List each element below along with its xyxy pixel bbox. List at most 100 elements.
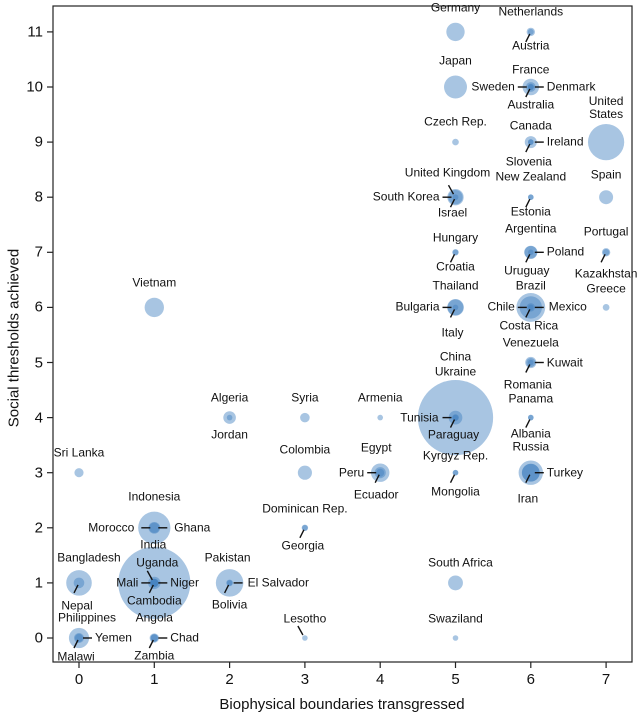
country-label: Thailand <box>432 278 479 293</box>
x-tick-label: 3 <box>300 671 310 688</box>
bubble-romania <box>526 357 536 368</box>
country-label: New Zealand <box>495 169 567 184</box>
bubble-canada <box>524 136 537 149</box>
country-label: Uganda <box>136 555 179 570</box>
country-label: Netherlands <box>498 4 564 19</box>
bubble-italy <box>447 299 464 316</box>
bubble-united-states <box>587 123 625 161</box>
leader-line <box>146 570 153 581</box>
country-label: Iran <box>517 491 539 506</box>
y-axis-title: Social thresholds achieved <box>5 248 23 428</box>
bubble-france <box>522 78 540 96</box>
bubble-kuwait <box>528 359 534 366</box>
bubble-angola <box>149 633 159 643</box>
country-label: Kyrgyz Rep. <box>422 448 489 463</box>
leader-line <box>449 198 456 208</box>
bubble-netherlands <box>526 27 536 37</box>
country-label: Dominican Rep. <box>262 501 348 516</box>
bubble-south-africa <box>448 575 463 591</box>
country-label: Greece <box>586 281 626 296</box>
country-label: Egypt <box>360 440 392 455</box>
bubble-south-korea <box>448 189 463 205</box>
bubble-germany <box>446 22 465 42</box>
country-label: Swaziland <box>428 611 483 626</box>
y-tick-label: 7 <box>34 243 43 261</box>
y-tick-label: 5 <box>34 354 43 371</box>
bubble-portugal <box>602 248 610 256</box>
leader-line <box>447 184 455 195</box>
bubble-sri-lanka <box>74 468 84 478</box>
bubble-algeria <box>223 411 236 424</box>
bubble-indonesia <box>138 511 171 544</box>
country-label: Spain <box>590 167 622 182</box>
country-label: Cambodia <box>126 593 182 608</box>
bubble-bolivia <box>226 579 233 587</box>
leader-line <box>525 198 531 208</box>
bubble-lesotho <box>302 635 308 641</box>
country-label: Panama <box>508 391 554 406</box>
bubble-mali <box>150 578 159 587</box>
country-label: Bangladesh <box>57 550 121 565</box>
country-label: Sweden <box>471 79 515 94</box>
bubble-spain <box>599 190 614 205</box>
country-label: Slovenia <box>505 154 552 169</box>
bubble-poland <box>524 246 538 259</box>
leader-line <box>525 253 531 263</box>
bubble-uruguay <box>528 249 534 256</box>
country-label: Portugal <box>583 224 629 239</box>
country-label: France <box>512 62 550 77</box>
bubble-uganda <box>148 576 161 590</box>
country-label: Israel <box>437 205 468 220</box>
bubble-brazil <box>516 292 546 322</box>
y-tick-label: 2 <box>34 519 43 537</box>
bubble-yemen <box>74 633 84 643</box>
country-label: Chile <box>487 299 515 314</box>
leader-line <box>148 639 154 649</box>
leader-line <box>73 639 79 649</box>
leader-line <box>297 625 304 636</box>
bubble-panama <box>528 414 534 421</box>
x-axis-title: Biophysical boundaries transgressed <box>219 696 465 713</box>
bubble-ireland <box>528 139 534 145</box>
leader-line <box>223 584 230 594</box>
country-label: Angola <box>135 610 173 625</box>
country-label: Morocco <box>88 520 135 535</box>
country-label: Syria <box>291 390 319 405</box>
country-label: Ukraine <box>434 364 477 379</box>
bubble-ghana <box>149 522 160 534</box>
country-label: Georgia <box>281 538 325 553</box>
bubble-armenia <box>377 414 384 421</box>
bubble-mongolia <box>452 469 459 476</box>
bubble-austria <box>527 28 534 35</box>
x-tick-label: 5 <box>451 671 460 688</box>
bubble-zambia <box>150 634 159 642</box>
country-label: Lesotho <box>283 611 327 626</box>
bubble-israel <box>452 194 459 201</box>
leader-line <box>525 419 531 428</box>
y-tick-label: 8 <box>34 188 43 206</box>
bubble-peru <box>374 467 386 479</box>
x-tick-label: 1 <box>150 671 159 688</box>
bubble-egypt <box>370 463 390 482</box>
bubble-tunisia <box>452 414 459 421</box>
country-label: Italy <box>441 325 464 340</box>
bubble-ukraine <box>448 410 463 425</box>
bubble-philippines <box>68 627 90 649</box>
y-tick-label: 9 <box>34 133 43 151</box>
bubble-malawi <box>74 633 84 643</box>
country-label: Turkey <box>546 465 584 480</box>
country-label: Germany <box>430 0 481 15</box>
bubble-kyrgyz-rep- <box>452 469 459 476</box>
country-label: Uruguay <box>504 263 550 278</box>
bubble-australia <box>525 82 536 92</box>
country-label: Tunisia <box>400 410 439 425</box>
country-label: Venezuela <box>502 335 559 349</box>
bubble-nepal <box>73 577 85 589</box>
y-tick-label: 3 <box>34 464 43 482</box>
country-label: Romania <box>503 377 552 391</box>
bubble-greece <box>602 304 610 311</box>
y-tick-label: 6 <box>34 298 43 316</box>
bubble-hungary <box>452 249 459 256</box>
x-tick-label: 4 <box>376 671 385 688</box>
country-label: Ghana <box>174 520 211 535</box>
